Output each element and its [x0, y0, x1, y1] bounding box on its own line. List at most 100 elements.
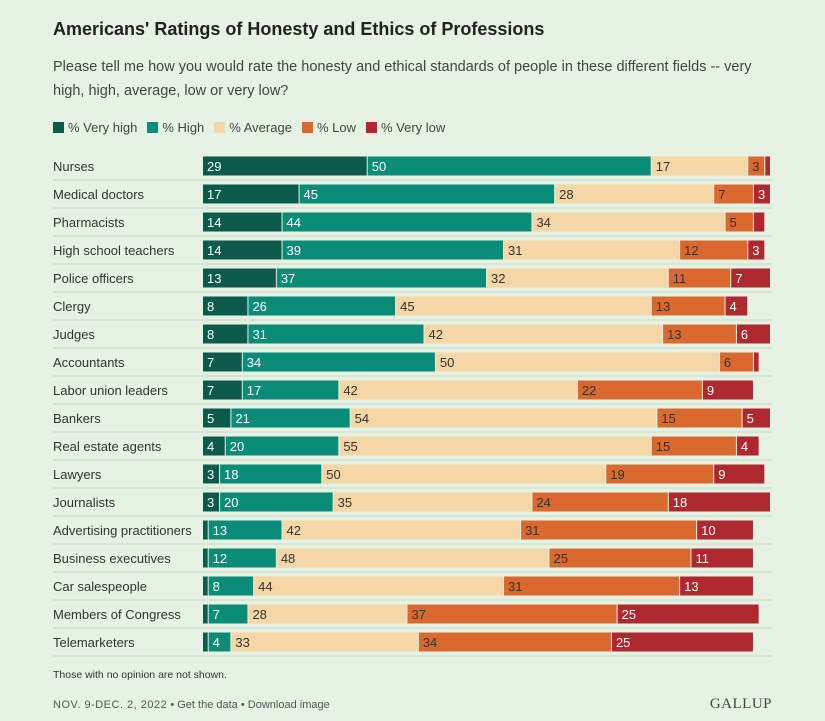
- data-label: 18: [673, 495, 687, 510]
- bar-row: Real estate agents 4 20 55 15 4: [53, 436, 772, 461]
- data-label: 34: [423, 635, 437, 650]
- bar-segment: [203, 380, 242, 400]
- bar-segment: [407, 604, 617, 624]
- data-label: 3: [758, 187, 765, 202]
- data-label: 20: [224, 495, 238, 510]
- bar-segment: [691, 548, 753, 568]
- data-label: 20: [230, 439, 244, 454]
- data-label: 13: [213, 523, 227, 538]
- category-label: Telemarketers: [53, 635, 135, 650]
- data-label: 5: [747, 411, 754, 426]
- separator: •: [170, 699, 175, 711]
- chart-title: Americans' Ratings of Honesty and Ethics…: [53, 19, 545, 39]
- data-label: 48: [281, 551, 295, 566]
- data-label: 7: [213, 607, 220, 622]
- data-label: 11: [673, 271, 687, 286]
- data-label: 8: [207, 299, 214, 314]
- data-label: 4: [730, 299, 737, 314]
- data-label: 22: [582, 383, 596, 398]
- data-label: 11: [695, 551, 709, 566]
- bar-segment: [753, 184, 770, 204]
- data-label: 50: [440, 355, 454, 370]
- data-label: 5: [730, 215, 737, 230]
- bar-segment: [203, 604, 208, 624]
- data-label: 26: [252, 299, 266, 314]
- bar-segment: [231, 632, 418, 652]
- bar-row: Nurses 29 50 17 3: [53, 156, 772, 181]
- data-label: 3: [752, 243, 759, 258]
- bar-segment: [714, 184, 753, 204]
- legend-swatch: [53, 122, 64, 133]
- bar-row: Labor union leaders 7 17 42 22 9: [53, 380, 772, 405]
- bar-segment: [203, 296, 248, 316]
- bar-segment: [702, 380, 753, 400]
- data-label: 55: [343, 439, 357, 454]
- bar-row: Car salespeople 8 44 31 13: [53, 576, 772, 601]
- data-label: 50: [326, 467, 340, 482]
- bar-segment: [611, 632, 753, 652]
- bar-segment: [753, 212, 765, 232]
- data-label: 6: [741, 327, 748, 342]
- data-label: 4: [213, 635, 220, 650]
- data-label: 13: [684, 579, 698, 594]
- data-label: 37: [411, 607, 425, 622]
- bar-row: Members of Congress 7 28 37 25: [53, 604, 772, 629]
- bar-segment: [208, 520, 282, 540]
- data-label: 45: [304, 187, 318, 202]
- bar-row: Lawyers 3 18 50 19 9: [53, 464, 772, 489]
- data-label: 21: [235, 411, 249, 426]
- category-label: Bankers: [53, 411, 101, 426]
- category-label: Police officers: [53, 271, 134, 286]
- bar-row: Advertising practitioners 13 42 31 10: [53, 520, 772, 545]
- bar-segment: [577, 380, 702, 400]
- bar-segment: [549, 548, 691, 568]
- bar-segment: [663, 324, 736, 344]
- data-label: 25: [616, 635, 630, 650]
- bar-segment: [396, 296, 651, 316]
- bar-segment: [203, 464, 220, 484]
- download-image-link[interactable]: Download image: [247, 699, 330, 711]
- data-label: 8: [213, 579, 220, 594]
- bar-segment: [225, 436, 339, 456]
- bar-segment: [248, 604, 407, 624]
- bar-segment: [203, 436, 225, 456]
- bar-segment: [736, 436, 759, 456]
- bar-segment: [487, 268, 668, 288]
- bar-segment: [333, 492, 532, 512]
- bar-segment: [208, 632, 231, 652]
- bar-segment: [203, 324, 248, 344]
- bar-segment: [435, 352, 719, 372]
- category-label: Medical doctors: [53, 187, 145, 202]
- bar-segment: [680, 240, 748, 260]
- bar-segment: [242, 380, 339, 400]
- data-label: 50: [372, 159, 386, 174]
- data-label: 15: [661, 411, 675, 426]
- data-label: 19: [610, 467, 624, 482]
- data-label: 31: [508, 243, 522, 258]
- bar-segment: [555, 184, 714, 204]
- data-label: 54: [355, 411, 369, 426]
- bar-segment: [203, 520, 208, 540]
- bar-segment: [651, 296, 725, 316]
- bar-row: Journalists 3 20 35 24 18: [53, 492, 772, 517]
- legend-label: % High: [162, 120, 205, 135]
- bar-segment: [282, 240, 504, 260]
- bar-segment: [282, 520, 521, 540]
- legend-item-very-low: % Very low: [365, 120, 445, 135]
- data-label: 10: [701, 523, 715, 538]
- category-label: Labor union leaders: [53, 383, 168, 398]
- bar-segment: [367, 156, 651, 176]
- bar-segment: [725, 212, 753, 232]
- get-data-link[interactable]: Get the data: [177, 699, 238, 711]
- legend: % Very high % High % Average % Low % Ver…: [53, 120, 445, 135]
- bar-segment: [532, 212, 725, 232]
- data-label: 15: [656, 439, 670, 454]
- data-label: 9: [718, 467, 725, 482]
- data-label: 42: [287, 523, 301, 538]
- bar-segment: [276, 548, 549, 568]
- data-label: 24: [536, 495, 550, 510]
- legend-swatch: [214, 122, 226, 133]
- data-label: 4: [741, 439, 748, 454]
- category-label: Business executives: [53, 551, 171, 566]
